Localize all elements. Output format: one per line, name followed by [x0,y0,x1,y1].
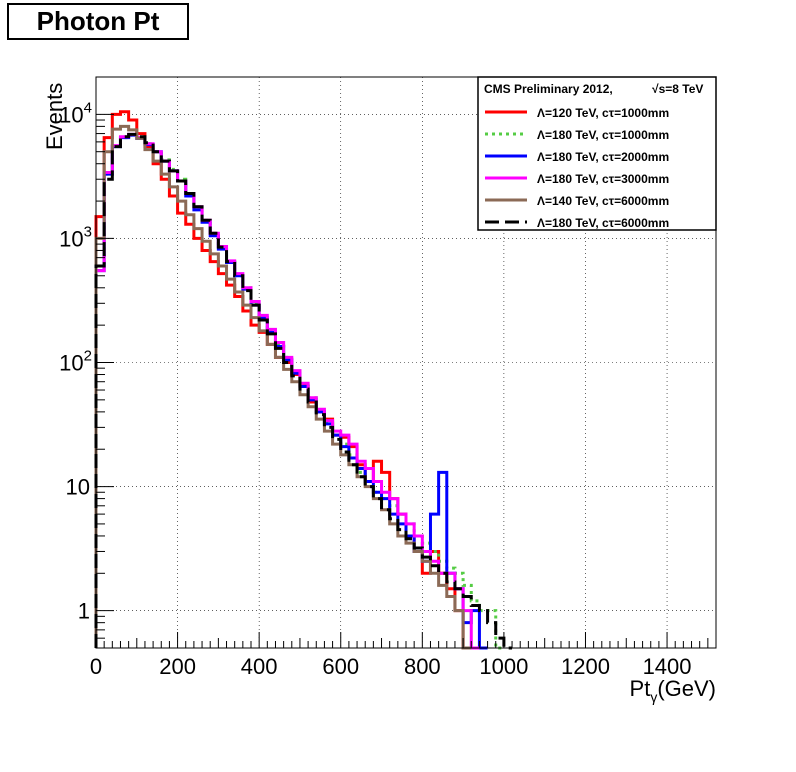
x-tick-label: 1200 [561,654,610,679]
x-axis-label-sub: γ [650,689,657,705]
legend-label-0: Λ=120 TeV, cτ=1000mm [537,106,669,120]
y-axis-label: Events [42,83,67,150]
series-line-4 [94,124,472,650]
axis-ticks [95,76,717,648]
chart-title: Photon Pt [7,3,189,40]
x-tick-label: 0 [90,654,102,679]
legend-label-4: Λ=140 TeV, cτ=6000mm [537,194,669,208]
legend: CMS Preliminary 2012, √s=8 TeV Λ=120 TeV… [477,76,717,231]
y-tick-label: 1 [78,599,90,624]
x-axis-label-unit: (GeV) [657,676,716,701]
x-axis-label-main: Pt [630,676,651,701]
legend-label-5: Λ=180 TeV, cτ=6000mm [537,216,669,230]
series-line-5 [94,132,513,650]
y-tick-label: 104 [59,99,92,127]
x-tick-label: 800 [404,654,441,679]
x-tick-label: 1400 [643,654,692,679]
legend-header-energy: √s=8 TeV [652,82,703,96]
x-tick-label: 400 [241,654,278,679]
series-line-2 [94,133,488,650]
y-tick-label: 103 [59,223,92,251]
y-tick-label: 10 [66,475,90,500]
x-tick-label: 1000 [479,654,528,679]
x-tick-label: 200 [159,654,196,679]
legend-header: CMS Preliminary 2012, [484,82,613,96]
legend-label-3: Λ=180 TeV, cτ=3000mm [537,172,669,186]
x-axis-label: Ptγ(GeV) [630,676,716,705]
legend-label-1: Λ=180 TeV, cτ=1000mm [537,128,669,142]
y-tick-label: 102 [59,348,92,376]
legend-label-2: Λ=180 TeV, cτ=2000mm [537,150,669,164]
axis-labels: 0 200 400 600 800 1000 1200 1400 1 10 102 103 104 [59,99,691,679]
x-tick-label: 600 [322,654,359,679]
series-layer [94,110,513,650]
legend-box [477,76,717,231]
series-line-0 [94,110,472,650]
